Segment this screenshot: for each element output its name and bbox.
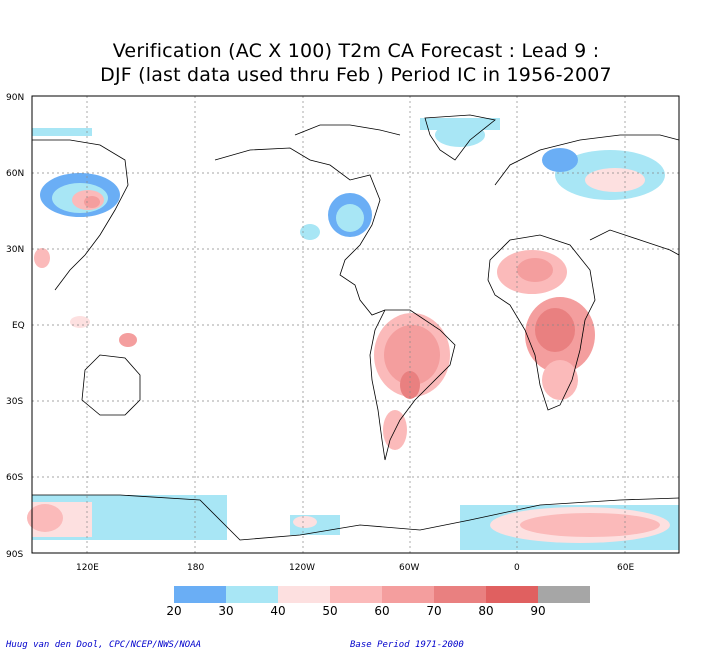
- lat-label: 60S: [6, 473, 23, 483]
- legend-label: 40: [270, 604, 286, 618]
- legend-label: 50: [322, 604, 338, 618]
- coastlines: [32, 114, 680, 541]
- map-title-line-2: DJF (last data used thru Feb ) Period IC…: [100, 64, 612, 86]
- legend-color-bar: [174, 586, 590, 603]
- shading-blobs: [27, 118, 679, 550]
- legend-swatch: [538, 586, 590, 603]
- legend-label: 70: [426, 604, 442, 618]
- lat-label: 90S: [6, 550, 23, 560]
- map-frame: [31, 95, 680, 554]
- latitude-labels: 90N 60N 30N EQ 30S 60S 90S: [6, 93, 25, 560]
- legend-label: 60: [374, 604, 390, 618]
- lat-label: 30S: [6, 397, 23, 407]
- lon-label: 120W: [289, 563, 315, 573]
- legend-label: 20: [166, 604, 182, 618]
- map-title-line-1: Verification (AC X 100) T2m CA Forecast …: [112, 40, 600, 62]
- legend-swatch: [382, 586, 434, 603]
- legend-label: 80: [478, 604, 494, 618]
- lat-label: 60N: [6, 169, 24, 179]
- lon-label: 120E: [76, 563, 99, 573]
- lon-label: 0: [514, 563, 520, 573]
- legend-swatch: [330, 586, 382, 603]
- legend-swatch: [434, 586, 486, 603]
- credit-text: Huug van den Dool, CPC/NCEP/NWS/NOAA: [6, 640, 202, 650]
- lat-label: 90N: [6, 93, 24, 103]
- lon-label: 180: [187, 563, 204, 573]
- lon-label: 60W: [399, 563, 419, 573]
- legend-swatch: [174, 586, 226, 603]
- base-period-text: Base Period 1971-2000: [350, 640, 464, 650]
- legend-swatch: [278, 586, 330, 603]
- legend-label: 30: [218, 604, 234, 618]
- legend-label: 90: [530, 604, 546, 618]
- lat-label: 30N: [6, 245, 24, 255]
- lat-label: EQ: [12, 321, 25, 331]
- legend-swatch: [226, 586, 278, 603]
- graticule: [32, 96, 679, 553]
- longitude-labels: 120E 180 120W 60W 0 60E: [76, 563, 634, 573]
- lon-label: 60E: [617, 563, 634, 573]
- legend-swatch: [486, 586, 538, 603]
